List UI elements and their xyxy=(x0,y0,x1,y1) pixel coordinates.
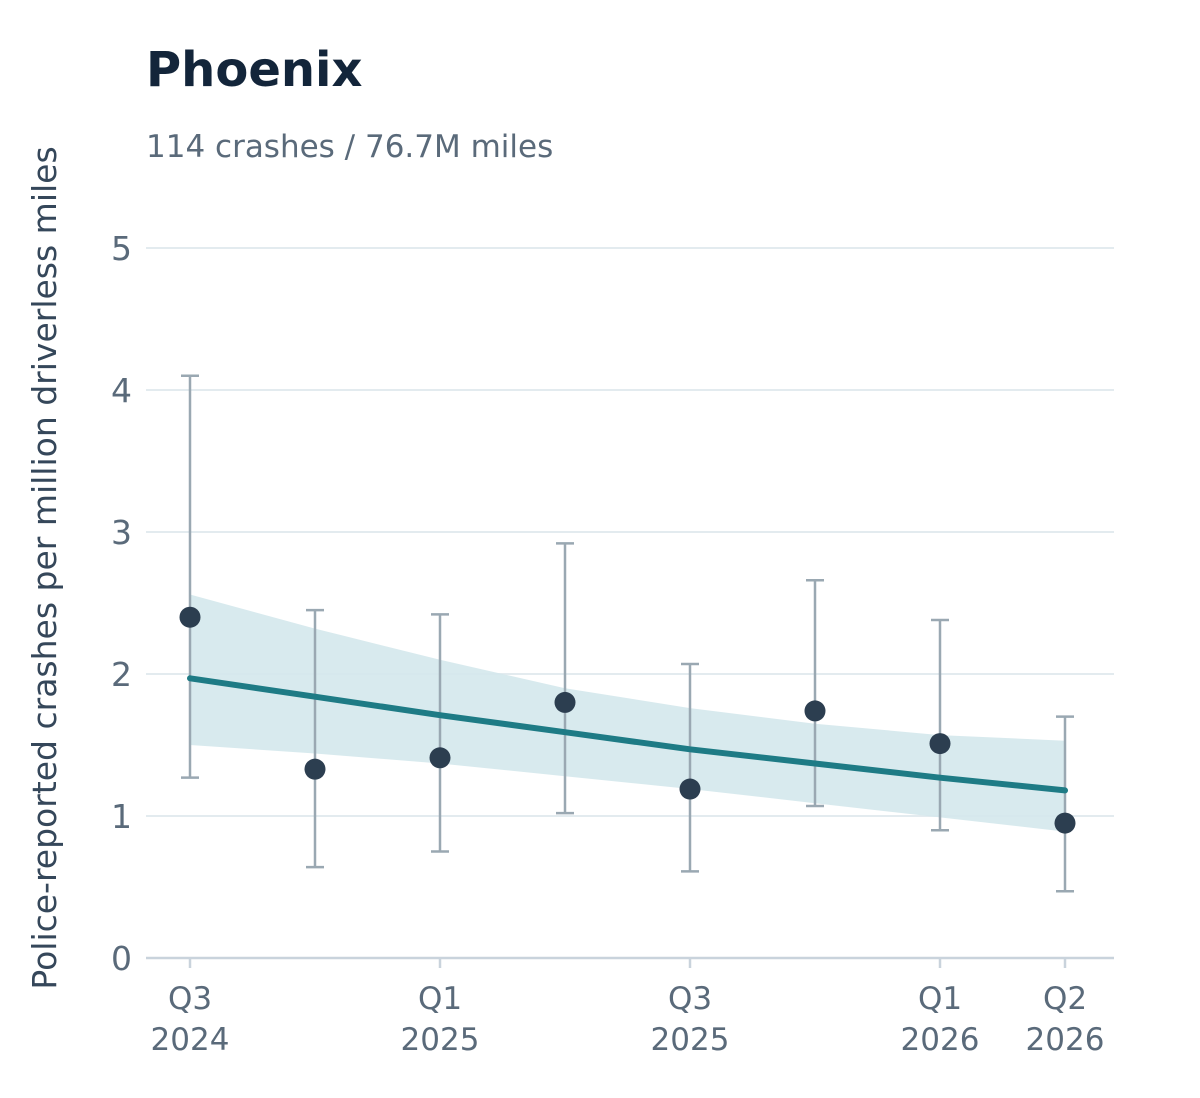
y-tick-label: 3 xyxy=(111,513,132,552)
error-bar xyxy=(681,662,699,873)
confidence-band-group xyxy=(190,594,1065,832)
error-bar xyxy=(1056,715,1074,893)
data-point xyxy=(304,758,326,780)
y-tick-label: 5 xyxy=(111,229,132,268)
x-tick-label: 2025 xyxy=(401,1022,480,1058)
x-tick-label: 2026 xyxy=(901,1022,980,1058)
data-point xyxy=(1054,812,1076,834)
y-axis-label: Police-reported crashes per million driv… xyxy=(25,146,64,989)
chart-title: Phoenix xyxy=(146,42,363,98)
x-tick-label: 2025 xyxy=(651,1022,730,1058)
y-tick-label: 0 xyxy=(111,939,132,978)
error-bars xyxy=(181,374,1074,893)
error-bar xyxy=(181,374,199,779)
confidence-band xyxy=(190,594,1065,832)
x-tick-label: Q1 xyxy=(918,981,962,1017)
data-point xyxy=(929,733,951,755)
y-tick-label: 2 xyxy=(111,655,132,694)
trend-line-group xyxy=(187,675,1068,794)
error-bar xyxy=(306,608,324,869)
x-axis-ticks: Q3 2024 Q1 2025 Q3 2025 Q1 2026 Q2 2026 xyxy=(151,958,1105,1058)
trend-line xyxy=(187,675,1068,794)
data-point xyxy=(804,700,826,722)
data-point xyxy=(679,778,701,800)
error-bar xyxy=(806,579,824,808)
chart-subtitle: 114 crashes / 76.7M miles xyxy=(146,129,553,165)
x-tick-label: Q3 xyxy=(668,981,712,1017)
x-tick-label: Q2 xyxy=(1043,981,1087,1017)
data-points xyxy=(179,606,1076,834)
error-bar xyxy=(431,613,449,853)
x-tick-label: 2026 xyxy=(1026,1022,1105,1058)
x-tick-label: Q1 xyxy=(418,981,462,1017)
data-point xyxy=(554,691,576,713)
y-axis-ticks: 0 1 2 3 4 5 xyxy=(111,229,132,978)
data-point xyxy=(429,747,451,769)
y-tick-label: 4 xyxy=(111,371,132,410)
y-tick-label: 1 xyxy=(111,797,132,836)
error-bar xyxy=(931,618,949,832)
data-point xyxy=(179,606,201,628)
x-tick-label: Q3 xyxy=(168,981,212,1017)
error-bar xyxy=(556,542,574,815)
x-tick-label: 2024 xyxy=(151,1022,230,1058)
